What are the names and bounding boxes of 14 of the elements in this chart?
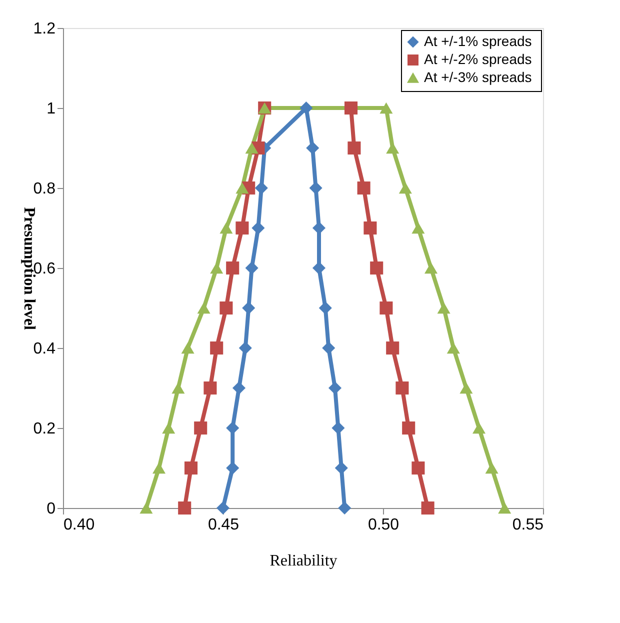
y-tick-label: 0.4 (33, 340, 56, 358)
legend-label: At +/-3% spreads (424, 69, 532, 85)
legend-label: At +/-2% spreads (424, 51, 532, 67)
x-tick-label: 0.50 (368, 516, 400, 534)
x-tick-label: 0.45 (208, 516, 240, 534)
y-tick-label: 0.2 (33, 420, 56, 438)
y-tick-label: 0 (46, 500, 56, 518)
x-tick-label: 0.55 (512, 516, 544, 534)
y-tick-label: 1.2 (33, 20, 56, 38)
x-tick-label: 0.40 (64, 516, 95, 534)
y-tick-label: 1 (46, 100, 56, 118)
legend-label: At +/-1% spreads (424, 33, 532, 49)
x-axis-title: Reliability (270, 552, 338, 570)
y-tick-label: 0.8 (33, 180, 56, 198)
